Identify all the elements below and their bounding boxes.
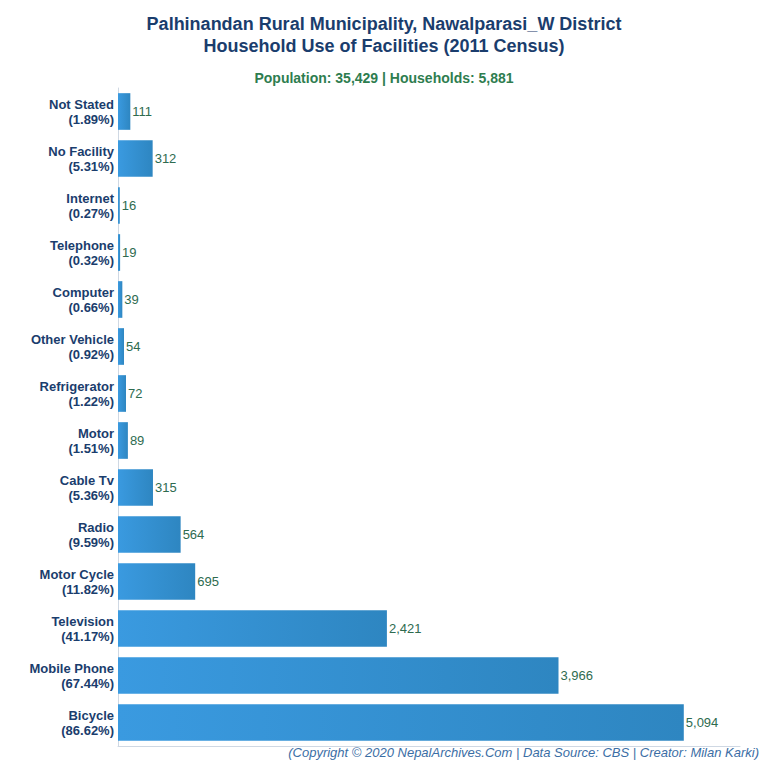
svg-text:695: 695 (197, 574, 219, 589)
svg-text:72: 72 (128, 386, 142, 401)
svg-text:No Facility: No Facility (48, 144, 115, 159)
svg-text:(1.22%): (1.22%) (68, 394, 114, 409)
svg-text:(11.82%): (11.82%) (62, 582, 114, 597)
svg-text:16: 16 (122, 198, 136, 213)
svg-text:Cable Tv: Cable Tv (60, 473, 115, 488)
svg-text:(Copyright © 2020 NepalArchive: (Copyright © 2020 NepalArchives.Com | Da… (288, 745, 759, 760)
svg-text:(67.44%): (67.44%) (61, 676, 114, 691)
svg-text:5,094: 5,094 (686, 715, 719, 730)
svg-text:2,421: 2,421 (389, 621, 422, 636)
svg-text:(5.36%): (5.36%) (68, 488, 114, 503)
svg-text:Bicycle: Bicycle (68, 708, 114, 723)
svg-text:Telephone: Telephone (50, 238, 114, 253)
svg-text:Palhinandan Rural Municipality: Palhinandan Rural Municipality, Nawalpar… (147, 14, 622, 34)
svg-text:Internet: Internet (66, 191, 114, 206)
svg-text:19: 19 (122, 245, 136, 260)
svg-text:(41.17%): (41.17%) (61, 629, 114, 644)
svg-text:(0.66%): (0.66%) (68, 300, 114, 315)
svg-text:Motor: Motor (78, 426, 114, 441)
svg-text:Mobile Phone: Mobile Phone (30, 661, 115, 676)
svg-text:3,966: 3,966 (561, 668, 594, 683)
svg-text:Household Use of Facilities (2: Household Use of Facilities (2011 Census… (203, 36, 564, 56)
svg-text:Radio: Radio (78, 520, 114, 535)
svg-text:(9.59%): (9.59%) (68, 535, 114, 550)
svg-text:(1.89%): (1.89%) (68, 112, 114, 127)
svg-text:Television: Television (51, 614, 114, 629)
svg-text:Other Vehicle: Other Vehicle (31, 332, 114, 347)
svg-text:Not Stated: Not Stated (49, 97, 114, 112)
svg-text:312: 312 (155, 151, 177, 166)
svg-text:(86.62%): (86.62%) (61, 723, 114, 738)
svg-text:89: 89 (130, 433, 144, 448)
svg-text:315: 315 (155, 480, 177, 495)
svg-text:(1.51%): (1.51%) (68, 441, 114, 456)
svg-text:(5.31%): (5.31%) (68, 159, 114, 174)
svg-text:(0.27%): (0.27%) (68, 206, 114, 221)
svg-text:39: 39 (124, 292, 138, 307)
svg-text:54: 54 (126, 339, 140, 354)
svg-text:(0.32%): (0.32%) (68, 253, 114, 268)
svg-text:Motor Cycle: Motor Cycle (40, 567, 114, 582)
svg-text:(0.92%): (0.92%) (68, 347, 114, 362)
svg-text:Refrigerator: Refrigerator (40, 379, 114, 394)
svg-text:Population: 35,429 | Household: Population: 35,429 | Households: 5,881 (254, 70, 513, 86)
svg-text:111: 111 (132, 104, 152, 119)
svg-text:564: 564 (183, 527, 205, 542)
svg-text:Computer: Computer (53, 285, 114, 300)
